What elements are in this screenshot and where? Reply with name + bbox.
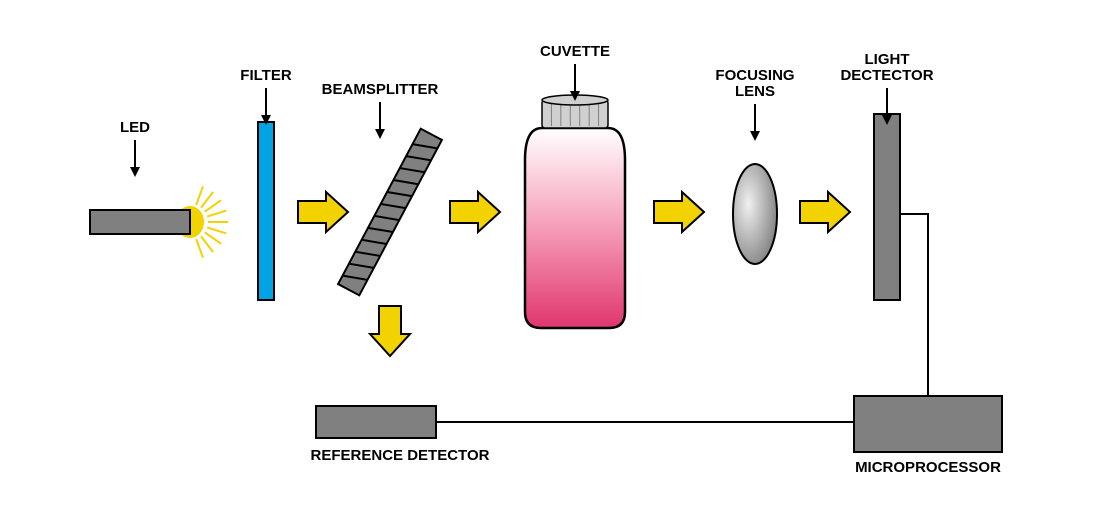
flow-arrow-a1 — [298, 192, 348, 232]
filter-label: FILTER — [240, 67, 292, 84]
reference-detector — [316, 406, 436, 438]
flow-arrow-a3 — [654, 192, 704, 232]
beamsplitter-label: BEAMSPLITTER — [322, 81, 439, 98]
led-ray — [201, 192, 213, 208]
filter-body — [258, 122, 274, 300]
microprocessor — [854, 396, 1002, 452]
led-body — [90, 210, 190, 234]
led-ray — [205, 200, 221, 211]
detector-label-2: DECTECTOR — [840, 67, 933, 84]
led-ray — [201, 236, 213, 252]
cuvette-cap-top — [542, 95, 608, 105]
flow-arrow-a2 — [450, 192, 500, 232]
beamsplitter — [338, 129, 442, 296]
focusing-lens — [733, 164, 777, 264]
led-ray — [205, 232, 221, 243]
flow-arrow-a5_down — [370, 306, 410, 356]
detector-label-1: LIGHT — [865, 51, 910, 68]
cuvette-body — [525, 128, 625, 328]
reference-label: REFERENCE DETECTOR — [311, 447, 490, 464]
led-ray — [196, 186, 203, 205]
colorimeter-schematic: LED FILTER BEAMSPLITTER CUVETTE FOCUSINGLENS… — [0, 0, 1119, 530]
wire — [900, 214, 928, 396]
led-label: LED — [120, 119, 150, 136]
light-detector — [874, 114, 900, 300]
microprocessor-label: MICROPROCESSOR — [855, 459, 1001, 476]
lens-label-2: LENS — [735, 83, 775, 100]
led-ray — [196, 239, 203, 258]
flow-arrow-a4 — [800, 192, 850, 232]
led-ray — [207, 211, 226, 217]
led-ray — [207, 227, 226, 233]
lens-label-1: FOCUSING — [715, 67, 794, 84]
cuvette-label: CUVETTE — [540, 43, 610, 60]
